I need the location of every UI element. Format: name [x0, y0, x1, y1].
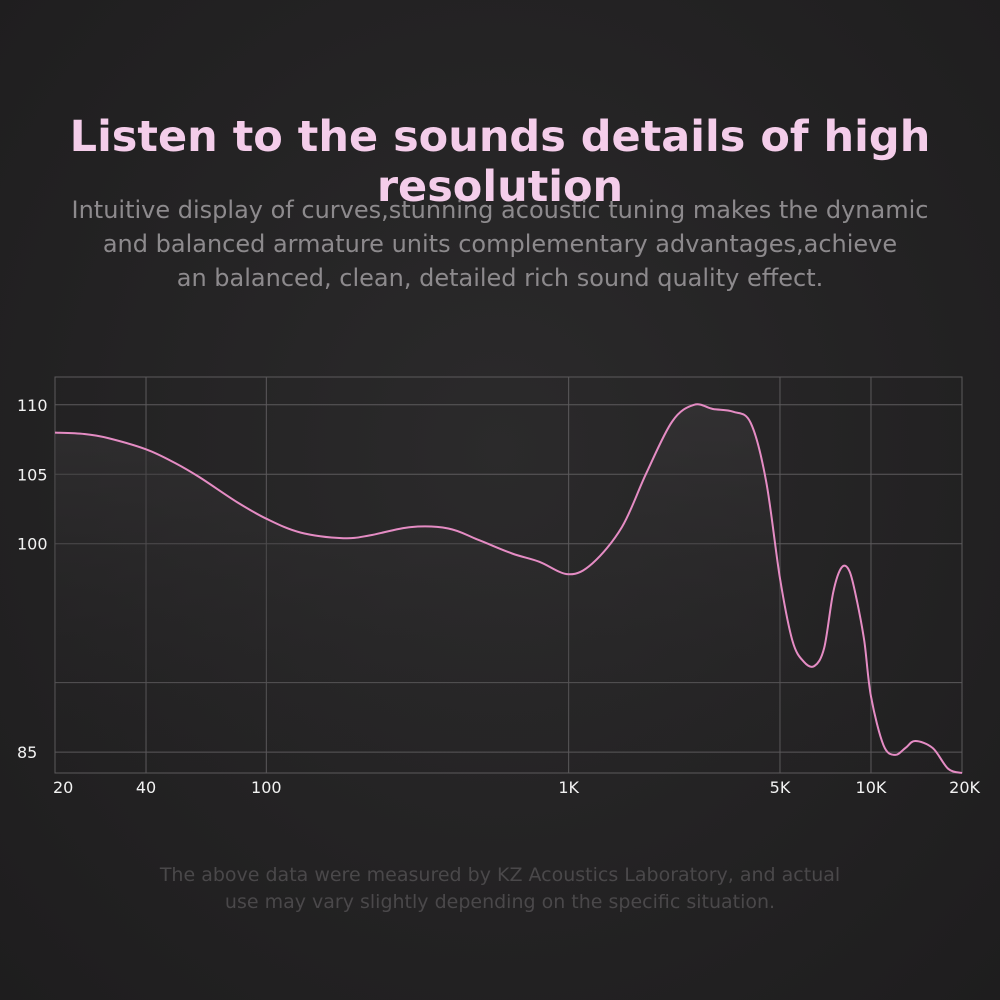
x-tick-label: 1K — [558, 778, 579, 797]
frequency-response-chart: 20 40 100 1K 5K 10K 20K 110 105 100 85 — [17, 376, 981, 797]
footnote: The above data were measured by KZ Acous… — [0, 862, 1000, 916]
subtitle-line: an balanced, clean, detailed rich sound … — [176, 264, 824, 292]
x-tick-label: 40 — [136, 778, 156, 797]
y-tick-label: 100 — [17, 535, 48, 554]
footnote-line: use may vary slightly depending on the s… — [224, 891, 776, 913]
curve-area-fill — [55, 404, 962, 773]
x-tick-label: 10K — [856, 778, 887, 797]
tick-labels: 20 40 100 1K 5K 10K 20K 110 105 100 85 — [17, 396, 981, 797]
subtitle-line: Intuitive display of curves,stunning aco… — [71, 196, 929, 224]
subtitle: Intuitive display of curves,stunning aco… — [40, 193, 960, 295]
page-title: Listen to the sounds details of high res… — [69, 112, 931, 212]
y-tick-label: 105 — [17, 465, 48, 484]
footnote-line: The above data were measured by KZ Acous… — [159, 864, 841, 886]
y-tick-label: 85 — [17, 743, 37, 762]
x-tick-label: 5K — [770, 778, 791, 797]
x-tick-label: 20K — [949, 778, 980, 797]
subtitle-line: and balanced armature units complementar… — [102, 230, 898, 258]
y-tick-label: 110 — [17, 396, 48, 415]
x-tick-label: 20 — [53, 778, 73, 797]
x-tick-label: 100 — [251, 778, 282, 797]
frequency-response-curve — [54, 403, 963, 774]
